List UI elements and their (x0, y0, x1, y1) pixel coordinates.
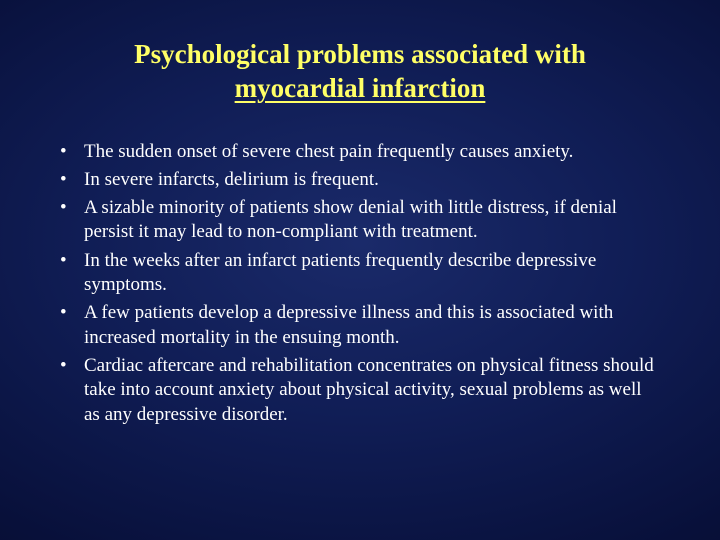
bullet-text: Cardiac aftercare and rehabilitation con… (84, 354, 660, 427)
list-item: • Cardiac aftercare and rehabilitation c… (58, 354, 660, 427)
list-item: • In severe infarcts, delirium is freque… (58, 168, 660, 192)
bullet-icon: • (58, 301, 84, 325)
slide-container: Psychological problems associated with m… (0, 0, 720, 540)
list-item: • In the weeks after an infarct patients… (58, 249, 660, 298)
bullet-list: • The sudden onset of severe chest pain … (56, 140, 664, 427)
title-line-1: Psychological problems associated with (56, 38, 664, 72)
title-line-underlined: myocardial infarction (56, 72, 664, 106)
bullet-icon: • (58, 354, 84, 378)
list-item: • A few patients develop a depressive il… (58, 301, 660, 350)
bullet-text: A sizable minority of patients show deni… (84, 196, 660, 245)
bullet-text: The sudden onset of severe chest pain fr… (84, 140, 660, 164)
bullet-text: In the weeks after an infarct patients f… (84, 249, 660, 298)
list-item: • A sizable minority of patients show de… (58, 196, 660, 245)
slide-title: Psychological problems associated with m… (56, 38, 664, 106)
bullet-icon: • (58, 196, 84, 220)
bullet-text: A few patients develop a depressive illn… (84, 301, 660, 350)
bullet-icon: • (58, 140, 84, 164)
bullet-text: In severe infarcts, delirium is frequent… (84, 168, 660, 192)
bullet-icon: • (58, 249, 84, 273)
bullet-icon: • (58, 168, 84, 192)
list-item: • The sudden onset of severe chest pain … (58, 140, 660, 164)
